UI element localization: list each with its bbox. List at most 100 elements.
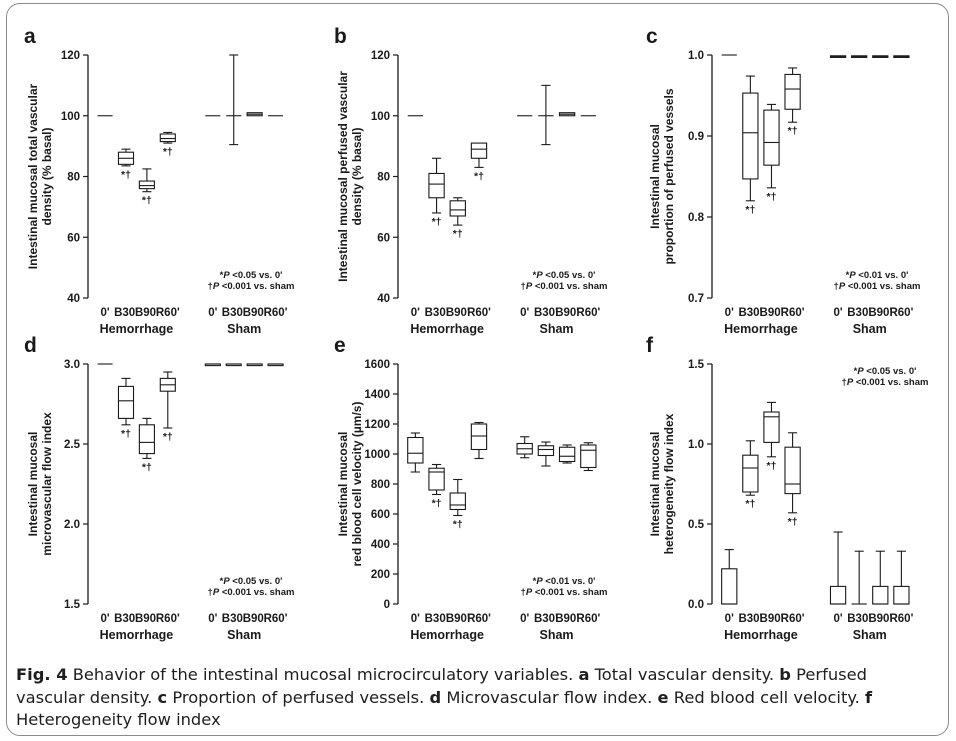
y-tick-label: 60 [67,232,80,244]
significance-note: †P <0.001 vs. sham [834,281,921,292]
box-plot [558,444,576,464]
group-label-hemorrhage: Hemorrhage [410,628,484,642]
box-plot [872,55,889,58]
box-plot: *† [117,377,135,440]
box-iqr [829,585,847,605]
box-plot: *† [159,371,176,443]
x-tick-label: B30' [738,613,762,625]
box-plot: *† [742,75,759,216]
x-tick-label: 0' [520,307,529,319]
y-tick-label: 1600 [364,359,390,371]
box-iqr [159,133,176,143]
y-tick-label: 100 [371,111,390,123]
x-tick-label: 0' [833,307,842,319]
x-tick-label: B30' [425,613,449,625]
significance-mark: *† [142,195,152,207]
x-tick-label: R60' [467,613,491,625]
x-tick-label: B90' [868,613,892,625]
box-iqr [784,73,801,110]
box-plot [516,436,533,459]
x-tick-label: B30' [534,307,558,319]
x-tick-label: 0' [208,613,217,625]
box-plot: *† [784,432,801,528]
x-tick-label: B90' [868,307,892,319]
box-iqr [407,436,424,464]
x-tick-label: B30' [847,613,871,625]
panel-letter-f: f [646,334,654,357]
y-axis-label: heterogeneity flow index [662,413,676,554]
box-iqr [428,172,445,199]
box-plot [470,421,488,460]
box-iqr [449,200,466,217]
x-tick-label: B90' [243,613,267,625]
box-plot: *† [470,142,488,182]
y-axis-label: microvascular flow index [40,412,54,556]
panel-letter-b: b [334,25,347,48]
significance-mark: *† [474,170,484,182]
group-label-hemorrhage: Hemorrhage [724,322,798,336]
panel-letter-c: c [646,25,658,48]
box-plot: *† [449,197,466,240]
box-iqr [470,423,488,451]
panel-letter-e: e [334,334,346,357]
panel-letter-a: a [24,25,36,48]
group-label-hemorrhage: Hemorrhage [410,322,484,336]
x-tick-label: 0' [725,613,734,625]
caption-fig-label: Fig. 4 [16,665,68,684]
chart-panel-f: f 0.0 0.5 1.0 1.5 Intestinal mucosal heterogen… [646,334,928,642]
x-tick-label: B90' [760,613,784,625]
box-iqr [580,444,597,469]
group-label-hemorrhage: Hemorrhage [100,322,174,336]
y-tick-label: 800 [371,479,390,491]
group-label-sham: Sham [227,628,261,642]
y-tick-label: 2.5 [64,439,81,451]
x-tick-label: B30' [847,307,871,319]
box-plot: *† [742,440,759,510]
significance-mark: *† [432,498,442,510]
significance-mark: *† [163,146,173,158]
x-tick-label: R60' [264,613,288,625]
figure-panels: a 40 60 80 100 120 Intestinal mucosal total va… [24,25,928,642]
y-tick-label: 200 [371,569,390,581]
x-tick-label: B30' [738,307,762,319]
significance-note: *P <0.05 vs. 0' [220,576,283,587]
caption-letter-b: b [779,665,791,684]
x-tick-label: 0' [208,307,217,319]
significance-mark: *† [767,191,777,203]
caption-text-a: Total vascular density. [594,665,775,684]
box-plot [226,54,242,146]
box-plot: *† [159,131,176,158]
y-tick-label: 80 [67,172,80,184]
significance-mark: *† [432,216,442,228]
significance-mark: *† [767,460,777,472]
caption-letter-e: e [657,687,669,707]
box-plot [246,363,263,367]
x-tick-label: R60' [467,307,491,319]
x-tick-label: B30' [425,307,449,319]
x-tick-label: B30' [222,307,246,319]
y-axis-label: Intestinal mucosal [648,432,662,537]
box-plot: *† [428,463,445,510]
box-plot: *† [138,417,155,473]
x-tick-label: R60' [156,307,180,319]
box-iqr [763,109,780,166]
y-tick-label: 1.0 [688,439,704,451]
box-iqr [428,467,445,491]
y-axis-label: Intestinal mucosal [26,432,40,537]
y-tick-label: 1.0 [688,50,704,62]
box-iqr [872,585,889,605]
x-tick-label: 0' [101,613,110,625]
box-plot: *† [117,148,135,181]
box-iqr [763,411,780,443]
x-tick-label: 0' [725,307,734,319]
y-tick-label: 120 [371,50,390,62]
caption-intro: Behavior of the intestinal mucosal micro… [72,665,574,684]
box-plot: *† [138,168,155,207]
x-tick-label: B30' [114,307,138,319]
box-iqr [537,445,555,457]
box-plot [204,363,221,367]
box-iqr [138,424,155,455]
box-plot: *† [784,67,801,137]
y-tick-label: 100 [61,111,80,123]
box-iqr [558,446,576,463]
